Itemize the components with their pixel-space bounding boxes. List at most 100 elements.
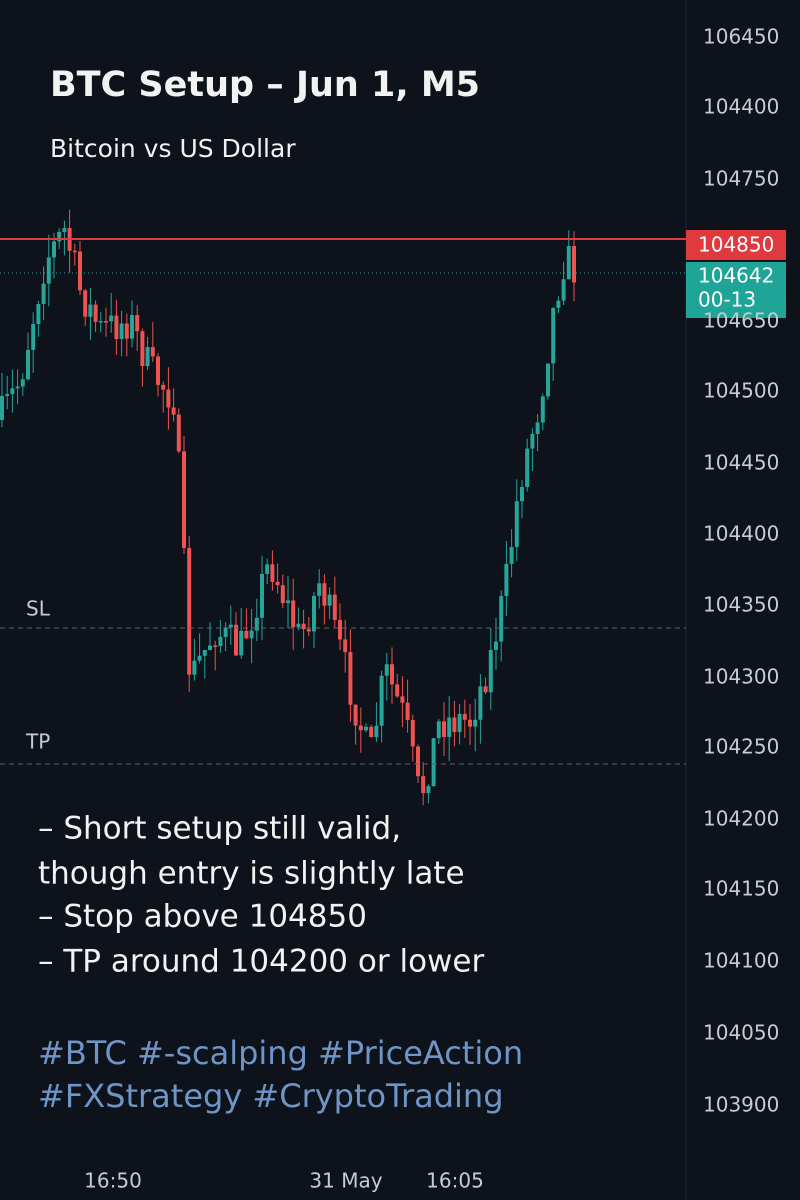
price-label: 106450 — [703, 25, 779, 49]
note-line: – TP around 104200 or lower — [38, 944, 484, 980]
candle-body — [556, 300, 561, 308]
sl-label: SL — [26, 597, 51, 621]
candle-body — [171, 407, 176, 415]
price-label: 104650 — [703, 309, 779, 333]
candle-body — [447, 717, 452, 737]
candle-body — [145, 347, 150, 367]
candle-body — [10, 388, 15, 395]
time-label: 16:50 — [84, 1169, 142, 1193]
subtitle: Bitcoin vs US Dollar — [50, 134, 296, 163]
candle-body — [546, 363, 550, 397]
price-label: 104300 — [703, 665, 779, 689]
candle-body — [0, 396, 4, 420]
candle-body — [83, 290, 88, 317]
candle-body — [5, 394, 10, 397]
candle-body — [213, 645, 218, 647]
candle-body — [540, 396, 545, 423]
candle-body — [400, 696, 405, 703]
candle-body — [348, 652, 353, 705]
candle-body — [72, 250, 77, 253]
candle-body — [338, 619, 342, 640]
candle-body — [390, 664, 394, 685]
candle-body — [374, 725, 379, 738]
candle-body — [317, 583, 322, 596]
candle-body — [62, 228, 67, 232]
candle-body — [249, 630, 254, 639]
candle-body — [254, 617, 259, 631]
candle-body — [468, 719, 472, 727]
price-label: 104050 — [703, 1021, 779, 1045]
candle-body — [36, 303, 41, 324]
candle-body — [530, 433, 535, 449]
price-label: 104350 — [703, 593, 779, 617]
candle-body — [462, 713, 467, 720]
candle-body — [312, 595, 316, 632]
candle-body — [20, 379, 25, 387]
candle-body — [494, 641, 498, 650]
candle-body — [457, 713, 462, 733]
candle-body — [234, 624, 238, 656]
candle-body — [296, 623, 301, 628]
price-label: 104200 — [703, 807, 779, 831]
note-line: though entry is slightly late — [38, 856, 465, 892]
candle-body — [572, 246, 576, 283]
candle-body — [358, 725, 363, 731]
candle-body — [197, 655, 202, 661]
time-label: 16:05 — [426, 1169, 484, 1193]
candle-body — [150, 347, 155, 357]
candle-body — [52, 241, 56, 258]
price-label: 104450 — [703, 451, 779, 475]
candle-body — [223, 627, 228, 637]
candle-body — [509, 547, 514, 564]
candle-body — [280, 585, 285, 604]
candle-body — [286, 600, 290, 604]
price-label: 104500 — [703, 379, 779, 403]
candle-body — [244, 630, 249, 639]
candle-body — [26, 349, 30, 380]
candle-body — [551, 307, 556, 364]
countdown-text: 00-13 — [698, 288, 756, 312]
candle-body — [478, 686, 483, 720]
current-tag — [686, 262, 786, 318]
candle-body — [379, 675, 384, 726]
candle-body — [187, 548, 192, 675]
candle-body — [322, 583, 327, 606]
candle-body — [161, 384, 166, 390]
candle-body — [119, 323, 124, 340]
candle-body — [525, 448, 530, 487]
price-label: 104150 — [703, 877, 779, 901]
candle-body — [46, 257, 51, 284]
candle-body — [343, 639, 348, 653]
price-label: 104100 — [703, 949, 779, 973]
candle-body — [15, 386, 20, 389]
stop-tag — [686, 230, 786, 260]
candle-body — [426, 786, 431, 794]
candle-body — [57, 231, 62, 242]
candle-body — [405, 702, 410, 720]
price-label: 104250 — [703, 735, 779, 759]
candle-body — [535, 422, 540, 434]
candle-body — [202, 649, 207, 656]
price-label: 104750 — [703, 167, 779, 191]
candle-body — [436, 721, 441, 739]
candle-body — [260, 573, 264, 618]
stop-tag-text: 104850 — [698, 233, 774, 257]
candle-body — [561, 279, 566, 301]
candle-body — [483, 686, 488, 693]
candle-body — [270, 564, 275, 582]
price-label: 104400 — [703, 522, 779, 546]
candle-body — [327, 594, 332, 606]
candle-body — [104, 321, 108, 323]
candle-body — [78, 251, 82, 291]
candle-body — [395, 684, 400, 697]
candle-body — [109, 315, 114, 322]
candle-body — [166, 389, 171, 408]
candle-body — [275, 581, 280, 586]
candle-body — [353, 704, 358, 726]
candle-body — [228, 624, 233, 628]
candle-body — [140, 331, 145, 367]
price-axis: 106450 104400 104750 104650 104500 104450 1044… — [703, 25, 779, 1117]
candle-body — [130, 315, 134, 339]
